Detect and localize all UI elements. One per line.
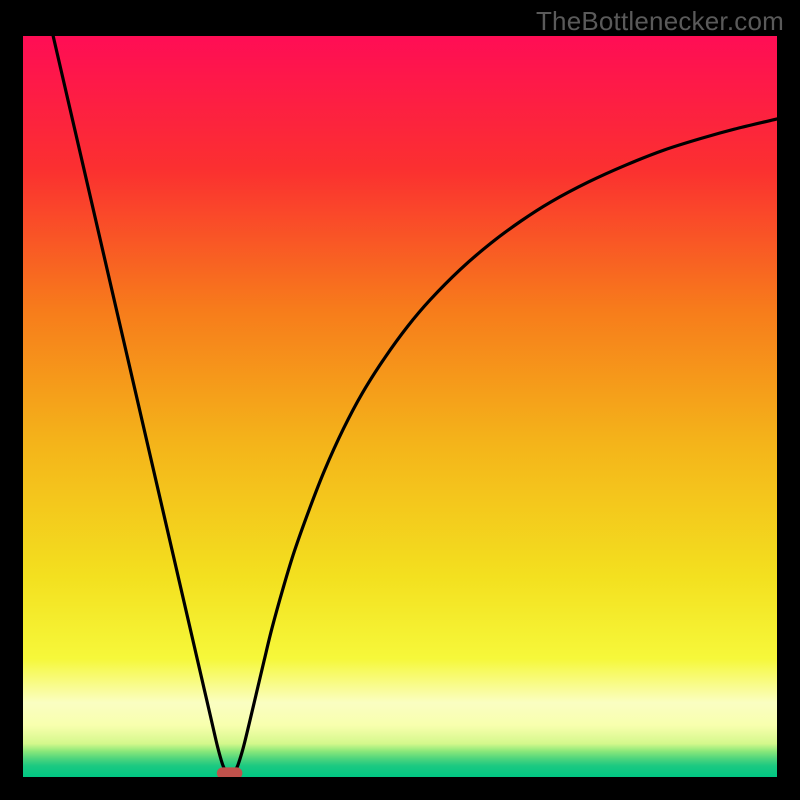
chart-outer: TheBottlenecker.com xyxy=(0,0,800,800)
minimum-marker xyxy=(217,767,243,777)
plot-svg xyxy=(23,36,777,777)
plot-area xyxy=(23,36,777,777)
gradient-background xyxy=(23,36,777,777)
watermark-text: TheBottlenecker.com xyxy=(536,6,784,37)
